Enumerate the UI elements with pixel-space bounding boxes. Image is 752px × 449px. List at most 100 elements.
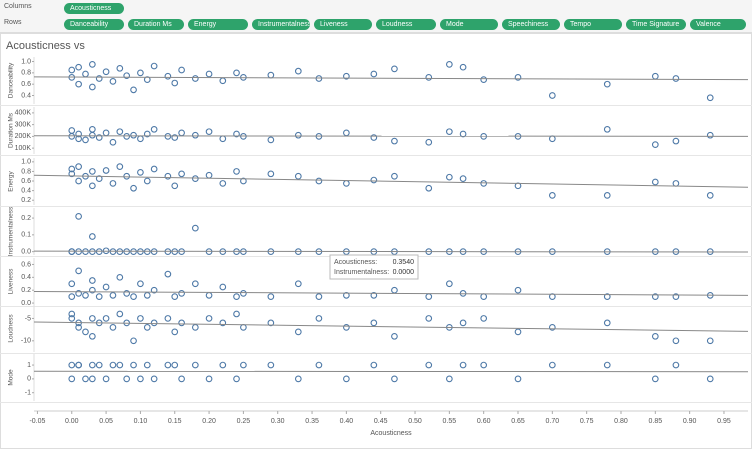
- point: [89, 125, 96, 133]
- point: [548, 361, 556, 369]
- point: [137, 169, 144, 176]
- pill[interactable]: Time Signature: [626, 19, 686, 30]
- point: [459, 361, 467, 369]
- point: [672, 137, 680, 145]
- point: [205, 315, 213, 322]
- point: [178, 290, 185, 297]
- point: [116, 128, 124, 136]
- point: [89, 315, 96, 322]
- point: [68, 165, 76, 173]
- shelf-label: Columns: [4, 3, 32, 10]
- point: [446, 173, 453, 181]
- pill[interactable]: Acousticness: [64, 3, 124, 14]
- pill[interactable]: Speechiness: [502, 19, 560, 30]
- y-tick-label: 100K: [15, 145, 32, 152]
- point: [150, 62, 158, 70]
- pill[interactable]: Energy: [188, 19, 248, 30]
- pill[interactable]: Tempo: [564, 19, 622, 30]
- point: [171, 328, 179, 336]
- y-tick-label: 1: [27, 362, 31, 369]
- point: [672, 293, 680, 300]
- point: [109, 361, 117, 369]
- point: [219, 319, 227, 327]
- point: [343, 375, 350, 383]
- trend-line: [33, 135, 749, 137]
- trend-line: [33, 290, 749, 296]
- point: [143, 361, 151, 369]
- point: [116, 64, 124, 72]
- point: [205, 70, 213, 78]
- point: [191, 361, 199, 369]
- y-tick-label: -5: [25, 315, 31, 322]
- point: [294, 375, 302, 383]
- point: [89, 286, 96, 294]
- point: [95, 361, 103, 369]
- x-tick-label: 0.35: [305, 418, 319, 425]
- point: [343, 72, 350, 80]
- y-tick-label: 0: [27, 376, 31, 383]
- pill[interactable]: Instrumentalness: [252, 19, 310, 30]
- point: [164, 270, 172, 278]
- point: [130, 184, 137, 192]
- point: [116, 310, 124, 318]
- point: [370, 176, 378, 184]
- point: [294, 172, 302, 180]
- point: [82, 328, 89, 336]
- tooltip-label: Instrumentalness:: [334, 269, 389, 276]
- x-tick-label: 0.55: [443, 418, 457, 425]
- point: [391, 286, 398, 294]
- x-tick-label: 0.40: [340, 418, 354, 425]
- pill[interactable]: Mode: [440, 19, 498, 30]
- point: [102, 375, 110, 383]
- point: [267, 361, 275, 369]
- point: [233, 130, 240, 138]
- y-tick-label: 200K: [15, 133, 32, 140]
- x-tick-label: -0.05: [29, 418, 45, 425]
- pill[interactable]: Liveness: [314, 19, 372, 30]
- point: [75, 80, 82, 88]
- point: [459, 130, 467, 138]
- x-tick-label: 0.50: [408, 418, 422, 425]
- pill[interactable]: Valence: [690, 19, 746, 30]
- tooltip-value: 0.0000: [393, 269, 415, 276]
- x-tick-label: 0.75: [580, 418, 594, 425]
- x-tick-label: 0.05: [99, 418, 113, 425]
- point: [150, 125, 158, 133]
- y-tick-label: 0.6: [21, 81, 31, 88]
- x-tick-label: 0.10: [134, 418, 148, 425]
- point: [219, 77, 227, 85]
- y-tick-label: -1: [25, 390, 31, 397]
- pill[interactable]: Loudness: [376, 19, 436, 30]
- point: [315, 293, 323, 300]
- point: [102, 167, 110, 174]
- point: [116, 163, 124, 170]
- point: [89, 131, 96, 139]
- point: [171, 182, 179, 190]
- y-tick-label: 0.2: [21, 197, 31, 204]
- point: [480, 315, 488, 322]
- point: [370, 134, 378, 141]
- point: [391, 137, 398, 145]
- point: [95, 293, 103, 300]
- x-tick-label: 0.30: [271, 418, 285, 425]
- point: [109, 180, 117, 187]
- point: [116, 361, 124, 369]
- point: [75, 213, 82, 220]
- point: [143, 291, 151, 299]
- point: [95, 75, 103, 82]
- point: [267, 71, 275, 79]
- point: [143, 130, 151, 138]
- pill[interactable]: Duration Ms: [128, 19, 184, 30]
- pill[interactable]: Danceability: [64, 19, 124, 30]
- point: [370, 361, 378, 369]
- point: [123, 172, 131, 180]
- point: [109, 324, 117, 331]
- shelves: Columns Acousticness Rows Danceability Du…: [0, 0, 752, 33]
- point: [240, 324, 247, 331]
- chart-title: Acousticness vs: [6, 40, 85, 52]
- point: [267, 170, 275, 178]
- point: [178, 129, 185, 137]
- point: [191, 175, 199, 182]
- point: [68, 280, 76, 288]
- frame: [0, 33, 752, 449]
